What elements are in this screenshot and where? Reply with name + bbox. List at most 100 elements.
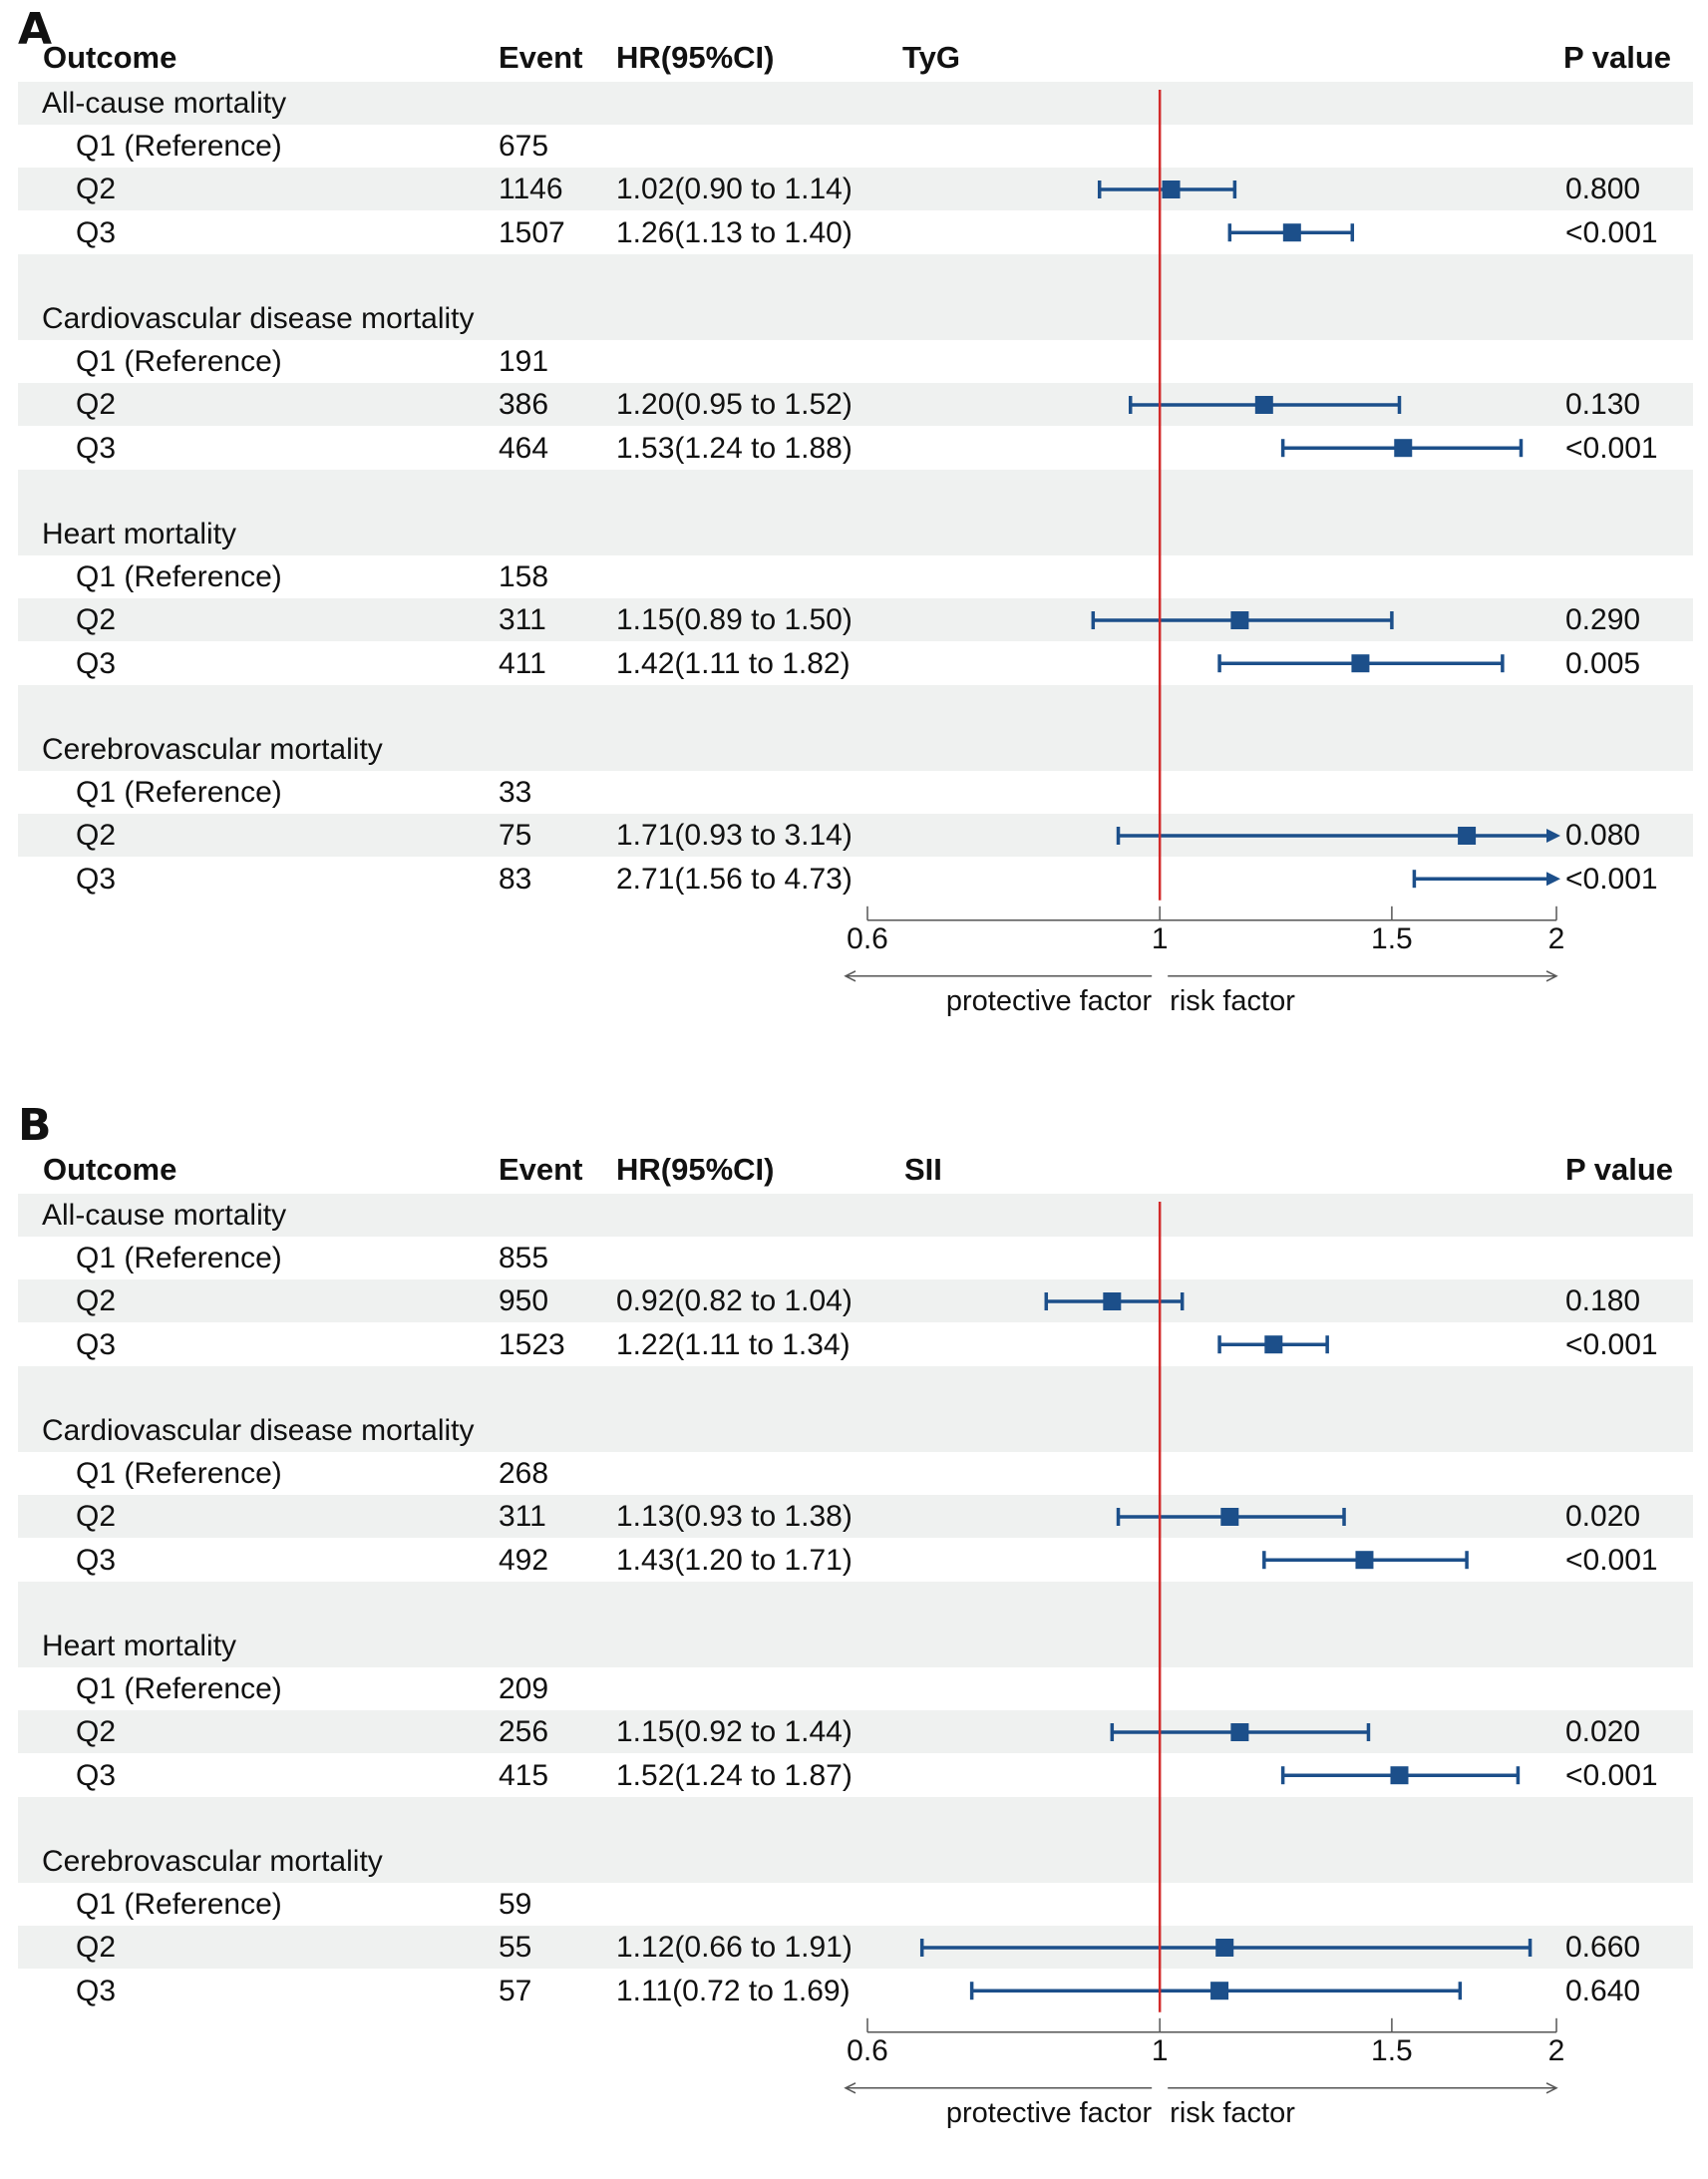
- row-event: 57: [499, 1974, 532, 2007]
- group-title: All-cause mortality: [42, 87, 287, 120]
- row-event: 1523: [499, 1327, 565, 1361]
- table-row: Q1 (Reference) 33: [18, 771, 1693, 814]
- group-title: Heart mortality: [42, 518, 237, 550]
- group-title-row: All-cause mortality: [18, 1194, 1693, 1237]
- row-hr-ci: 1.52(1.24 to 1.87): [616, 1758, 853, 1792]
- row-hr-ci: 1.12(0.66 to 1.91): [616, 1931, 853, 1965]
- row-label: Q1 (Reference): [76, 345, 282, 379]
- row-label: Q1 (Reference): [76, 1888, 282, 1922]
- row-hr-ci: 1.13(0.93 to 1.38): [616, 1500, 853, 1534]
- spacer-row: [18, 1365, 1693, 1409]
- group-title: All-cause mortality: [42, 1199, 287, 1232]
- forest-plot-panel-a: A Outcome Event HR(95%CI) TyG P value Al…: [0, 0, 1708, 1067]
- group-title-row: Heart mortality: [18, 513, 1693, 555]
- row-p-value: 0.180: [1565, 1284, 1641, 1318]
- hr-point: [1282, 223, 1301, 242]
- group-title: Heart mortality: [42, 1630, 237, 1662]
- row-event: 158: [499, 560, 549, 594]
- forest-plot-svg: 0.6 1 1.5 2 protective factor risk factor: [844, 1202, 1564, 2129]
- row-label: Q2: [76, 1715, 117, 1749]
- group-title-row: Cardiovascular disease mortality: [18, 1409, 1693, 1452]
- row-label: Q1 (Reference): [76, 560, 282, 594]
- group-title-row: Cerebrovascular mortality: [18, 728, 1693, 771]
- row-p-value: <0.001: [1565, 1543, 1658, 1577]
- row-p-value: <0.001: [1565, 215, 1658, 249]
- row-hr-ci: 1.15(0.92 to 1.44): [616, 1715, 853, 1749]
- panel-letter: A: [18, 4, 53, 55]
- table-row: Q2 386 1.20(0.95 to 1.52) 0.130: [18, 383, 1693, 427]
- row-event: 1146: [499, 173, 563, 206]
- header-event: Event: [499, 1152, 583, 1187]
- row-event: 33: [499, 776, 532, 810]
- spacer-row: [18, 253, 1693, 297]
- row-p-value: 0.130: [1565, 388, 1641, 422]
- hr-point: [1254, 396, 1273, 414]
- spacer-row: [18, 469, 1693, 513]
- row-p-value: 0.660: [1565, 1931, 1641, 1965]
- row-label: Q1 (Reference): [76, 1672, 282, 1706]
- row-label: Q1 (Reference): [76, 1457, 282, 1491]
- table-row: Q2 1146 1.02(0.90 to 1.14) 0.800: [18, 168, 1693, 211]
- row-label: Q2: [76, 173, 117, 206]
- hr-point: [1103, 1292, 1122, 1310]
- row-hr-ci: 1.43(1.20 to 1.71): [616, 1543, 853, 1577]
- hr-point: [1264, 1335, 1283, 1354]
- row-label: Q3: [76, 215, 117, 249]
- group-title-row: Cerebrovascular mortality: [18, 1840, 1693, 1883]
- row-label: Q3: [76, 862, 117, 896]
- x-tick-label: 0.6: [847, 922, 888, 955]
- spacer-row: [18, 1581, 1693, 1625]
- row-event: 1507: [499, 215, 565, 249]
- row-label: Q3: [76, 1974, 117, 2007]
- protective-arrow-head: [844, 2082, 856, 2094]
- table-row: Q1 (Reference) 675: [18, 125, 1693, 168]
- row-event: 209: [499, 1672, 549, 1706]
- risk-factor-label: risk factor: [1170, 985, 1295, 1017]
- group-title: Cerebrovascular mortality: [42, 733, 383, 766]
- row-hr-ci: 1.22(1.11 to 1.34): [616, 1327, 851, 1361]
- hr-point: [1394, 439, 1413, 458]
- table-row: Q3 492 1.43(1.20 to 1.71) <0.001: [18, 1539, 1693, 1582]
- group-title-row: All-cause mortality: [18, 82, 1693, 125]
- ci-arrow: [1546, 829, 1560, 843]
- hr-point: [1210, 1982, 1229, 2000]
- row-hr-ci: 1.53(1.24 to 1.88): [616, 431, 853, 465]
- row-label: Q3: [76, 1327, 117, 1361]
- hr-point: [1458, 827, 1477, 845]
- group-title-row: Cardiovascular disease mortality: [18, 297, 1693, 340]
- table-row: Q1 (Reference) 209: [18, 1667, 1693, 1710]
- row-p-value: <0.001: [1565, 1327, 1658, 1361]
- table-row: Q1 (Reference) 855: [18, 1237, 1693, 1279]
- row-event: 855: [499, 1242, 549, 1275]
- forest-plot-svg: 0.6 1 1.5 2 protective factor risk factor: [844, 90, 1565, 1017]
- header-outcome: Outcome: [43, 40, 177, 75]
- header-event: Event: [499, 40, 583, 75]
- spacer-row: [18, 684, 1693, 728]
- protective-factor-label: protective factor: [946, 2097, 1153, 2129]
- x-tick-label: 2: [1548, 922, 1565, 955]
- row-label: Q2: [76, 1284, 117, 1318]
- x-tick-label: 1: [1152, 2034, 1169, 2067]
- hr-point: [1355, 1551, 1374, 1570]
- row-event: 191: [499, 345, 549, 379]
- hr-point: [1390, 1766, 1409, 1785]
- hr-point: [1230, 611, 1249, 629]
- header-outcome: Outcome: [43, 1152, 177, 1187]
- row-label: Q2: [76, 388, 117, 422]
- row-p-value: <0.001: [1565, 1758, 1658, 1792]
- table-row: Q3 57 1.11(0.72 to 1.69) 0.640: [18, 1970, 1693, 2012]
- row-hr-ci: 1.15(0.89 to 1.50): [616, 603, 853, 637]
- row-label: Q2: [76, 603, 117, 637]
- x-tick-label: 1.5: [1371, 922, 1413, 955]
- row-event: 59: [499, 1888, 532, 1922]
- row-hr-ci: 1.20(0.95 to 1.52): [616, 388, 853, 422]
- row-label: Q3: [76, 431, 117, 465]
- hr-point: [1351, 654, 1370, 673]
- table-row: Q3 83 2.71(1.56 to 4.73) <0.001: [18, 858, 1693, 901]
- row-p-value: <0.001: [1565, 862, 1658, 896]
- row-event: 386: [499, 388, 549, 422]
- row-hr-ci: 0.92(0.82 to 1.04): [616, 1284, 853, 1318]
- row-p-value: 0.080: [1565, 819, 1641, 853]
- risk-arrow-head: [1545, 2082, 1558, 2094]
- hr-point: [1215, 1939, 1234, 1957]
